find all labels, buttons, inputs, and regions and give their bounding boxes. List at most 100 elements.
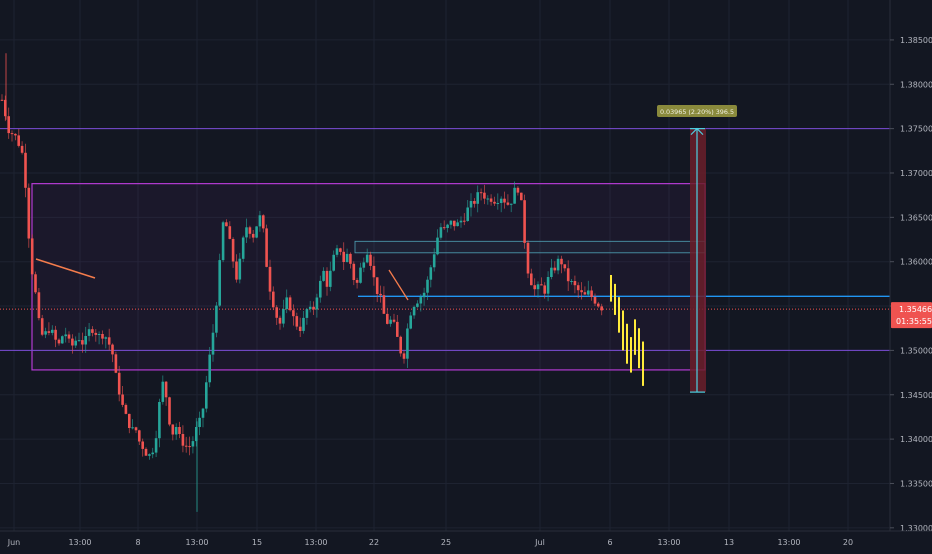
candle-body [372,265,376,278]
candle-body [272,291,275,308]
candle-body [14,133,17,136]
candle-body [30,238,34,275]
candle-body [322,270,325,281]
candle-body [7,116,10,134]
candle-body [479,192,483,194]
candle-body [275,307,278,318]
candle-body [0,99,4,101]
candle-body [71,338,74,346]
candle-body [20,145,24,153]
drawings[interactable] [0,128,890,371]
candle-body [396,321,399,337]
candle-body [463,220,466,222]
candle-body [563,264,567,269]
candle-body [566,268,570,282]
candle-body [587,290,590,295]
time-tick-label: 13:00 [657,538,680,547]
candle-body [369,254,372,266]
range-box[interactable] [31,183,706,371]
candle-body [526,242,530,274]
candle-body [97,334,101,335]
candle-body [516,187,520,193]
candle-body [144,448,148,456]
current-price-value: 1.35466 [899,305,932,314]
candle-body [84,336,87,345]
candle-body [128,413,131,428]
candle-body [325,270,329,287]
candle-body [402,353,406,359]
candle-body [302,317,305,331]
price-tick-label: 1.34000 [900,435,932,444]
candle-body [24,152,27,188]
candle-body [262,215,265,229]
candle-body [382,295,386,314]
candle-body [308,306,312,310]
candle-body [74,340,77,346]
candle-body [241,237,245,259]
candle-body [556,258,560,271]
candle-body [134,427,138,431]
price-tick-label: 1.33000 [900,524,932,533]
candle-body [138,430,141,442]
candle-body [37,292,41,319]
candle-body [509,203,513,205]
time-tick-label: 8 [135,538,140,547]
candle-body [399,336,402,354]
candle-body [201,408,205,418]
candle-body [523,200,526,243]
candle-body [593,297,597,304]
price-tick-label: 1.36500 [900,213,932,222]
candle-body [158,402,161,439]
candle-body [436,237,439,255]
candle-body [553,267,557,271]
candle-body [47,331,51,333]
measure-arrow-icon [690,127,704,136]
drawing-overlays[interactable]: 0.03965 (2.20%) 396.5 [610,105,737,393]
trend-line[interactable] [388,269,409,301]
candle-body [513,187,516,204]
measure-range[interactable] [690,128,706,393]
candle-body [111,344,114,355]
channel-box[interactable] [354,240,706,254]
candle-body [536,284,540,290]
candle-body [64,334,67,337]
candle-body [453,220,456,227]
candle-body [442,227,446,229]
current-price-tag[interactable] [891,302,932,329]
candle-body [77,340,81,342]
candle-body [573,281,577,286]
candle-body [114,354,118,373]
time-tick-label: Jun [7,538,21,547]
candle-body [148,454,151,456]
candle-body [67,334,71,339]
candle-body [315,297,319,310]
candles [0,53,603,512]
candle-body [104,337,108,339]
candle-body [208,354,211,383]
time-axis[interactable]: Jun 13:00 8 13:00 15 13:00 22 25 Jul 6 13:00 13 13:0… [0,530,932,547]
price-tick-label: 1.38000 [900,80,932,89]
candle-body [205,382,208,409]
candle-body [342,251,345,262]
candle-body [154,438,158,453]
candle-body [218,260,221,306]
candle-body [238,258,242,280]
candle-body [141,441,144,449]
candle-body [422,292,426,298]
price-tick-label: 1.37000 [900,169,932,178]
candle-body [506,202,510,205]
candle-body [332,254,335,271]
price-tick-label: 1.33500 [900,479,932,488]
candle-body [530,273,533,286]
candle-body [54,329,57,340]
price-axis[interactable]: 1.38500 1.38000 1.37500 1.37000 1.36500 1.360… [889,0,932,533]
measure-label-bg [657,105,737,117]
candle-body [439,227,443,238]
trend-line[interactable] [35,258,96,279]
candle-body [17,135,20,146]
candle-body [583,292,587,295]
candle-body [101,334,104,339]
candle-body [282,309,285,324]
